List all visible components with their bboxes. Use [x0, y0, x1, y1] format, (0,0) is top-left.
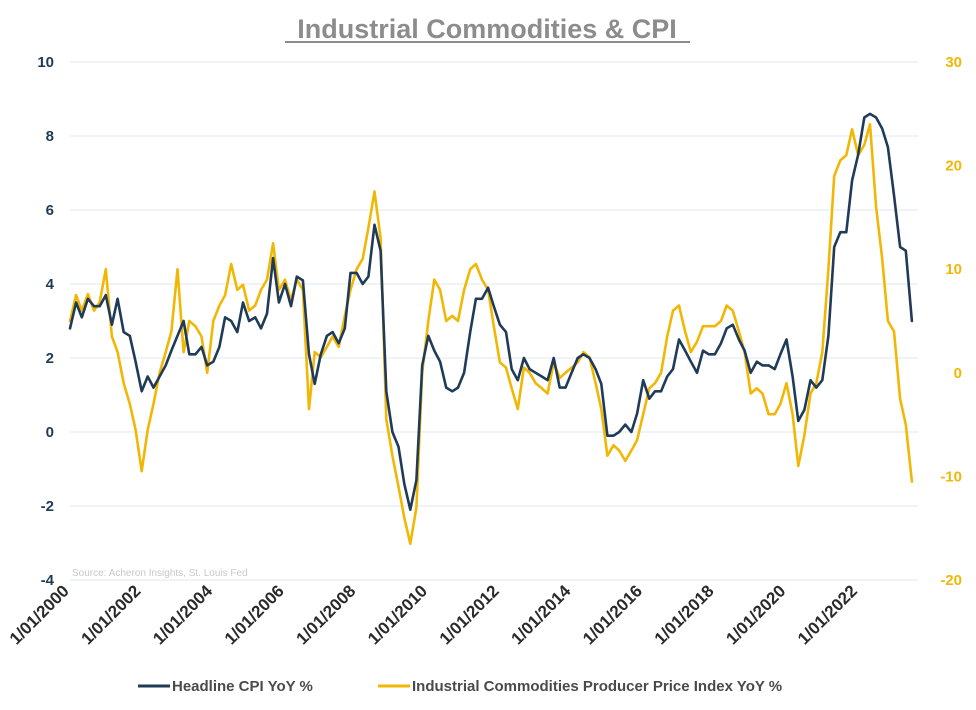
x-tick-label: 1/01/2016: [579, 581, 646, 648]
x-axis: 1/01/2000 1/01/2002 1/01/2004 1/01/2006 1/01…: [6, 581, 861, 648]
x-tick-label: 1/01/2002: [78, 581, 145, 648]
x-tick-label: 1/01/2020: [722, 581, 789, 648]
x-tick-label: 1/01/2006: [221, 581, 288, 648]
series-line-cpi: [68, 112, 914, 512]
y-left-tick-label: -4: [41, 572, 55, 589]
y-right-tick-label: -20: [940, 572, 962, 589]
y-right-tick-label: 0: [954, 365, 962, 382]
y-left-tick-label: -2: [41, 498, 54, 515]
legend-item-cpi: Headline CPI YoY %: [138, 678, 313, 695]
x-tick-label: 1/01/2010: [364, 581, 431, 648]
x-tick-label: 1/01/2004: [149, 581, 216, 648]
y-left-tick-label: 6: [46, 202, 54, 219]
legend-item-commodities: Industrial Commodities Producer Price In…: [378, 678, 782, 695]
series-group: [68, 112, 914, 546]
y-left-tick-label: 4: [46, 276, 55, 293]
chart-title: Industrial Commodities & CPI: [297, 14, 677, 44]
legend-label: Industrial Commodities Producer Price In…: [412, 678, 782, 695]
legend-label: Headline CPI YoY %: [172, 678, 313, 695]
y-right-tick-label: 10: [945, 261, 962, 278]
x-tick-label: 1/01/2018: [651, 581, 718, 648]
legend: Headline CPI YoY % Industrial Commodities…: [138, 678, 782, 695]
x-tick-label: 1/01/2014: [507, 581, 574, 648]
x-tick-label: 1/01/2008: [293, 581, 360, 648]
y-left-tick-label: 8: [46, 128, 54, 145]
y-right-tick-label: 30: [945, 54, 962, 71]
x-tick-label: 1/01/2012: [436, 581, 503, 648]
grid: [70, 61, 918, 581]
y-left-tick-label: 2: [46, 350, 54, 367]
y-left-tick-label: 0: [46, 424, 54, 441]
source-note: Source: Acheron Insights, St. Louis Fed: [72, 568, 248, 579]
x-tick-label: 1/01/2000: [6, 581, 73, 648]
y-right-tick-label: 20: [945, 158, 962, 175]
y-axis-left: -4 -2 0 2 4 6 8 10: [37, 54, 54, 589]
y-axis-right: -20 -10 0 10 20 30: [940, 54, 962, 589]
x-tick-label: 1/01/2022: [794, 581, 861, 648]
y-left-tick-label: 10: [37, 54, 54, 71]
series-line-commodities: [68, 122, 914, 546]
y-right-tick-label: -10: [940, 468, 962, 485]
